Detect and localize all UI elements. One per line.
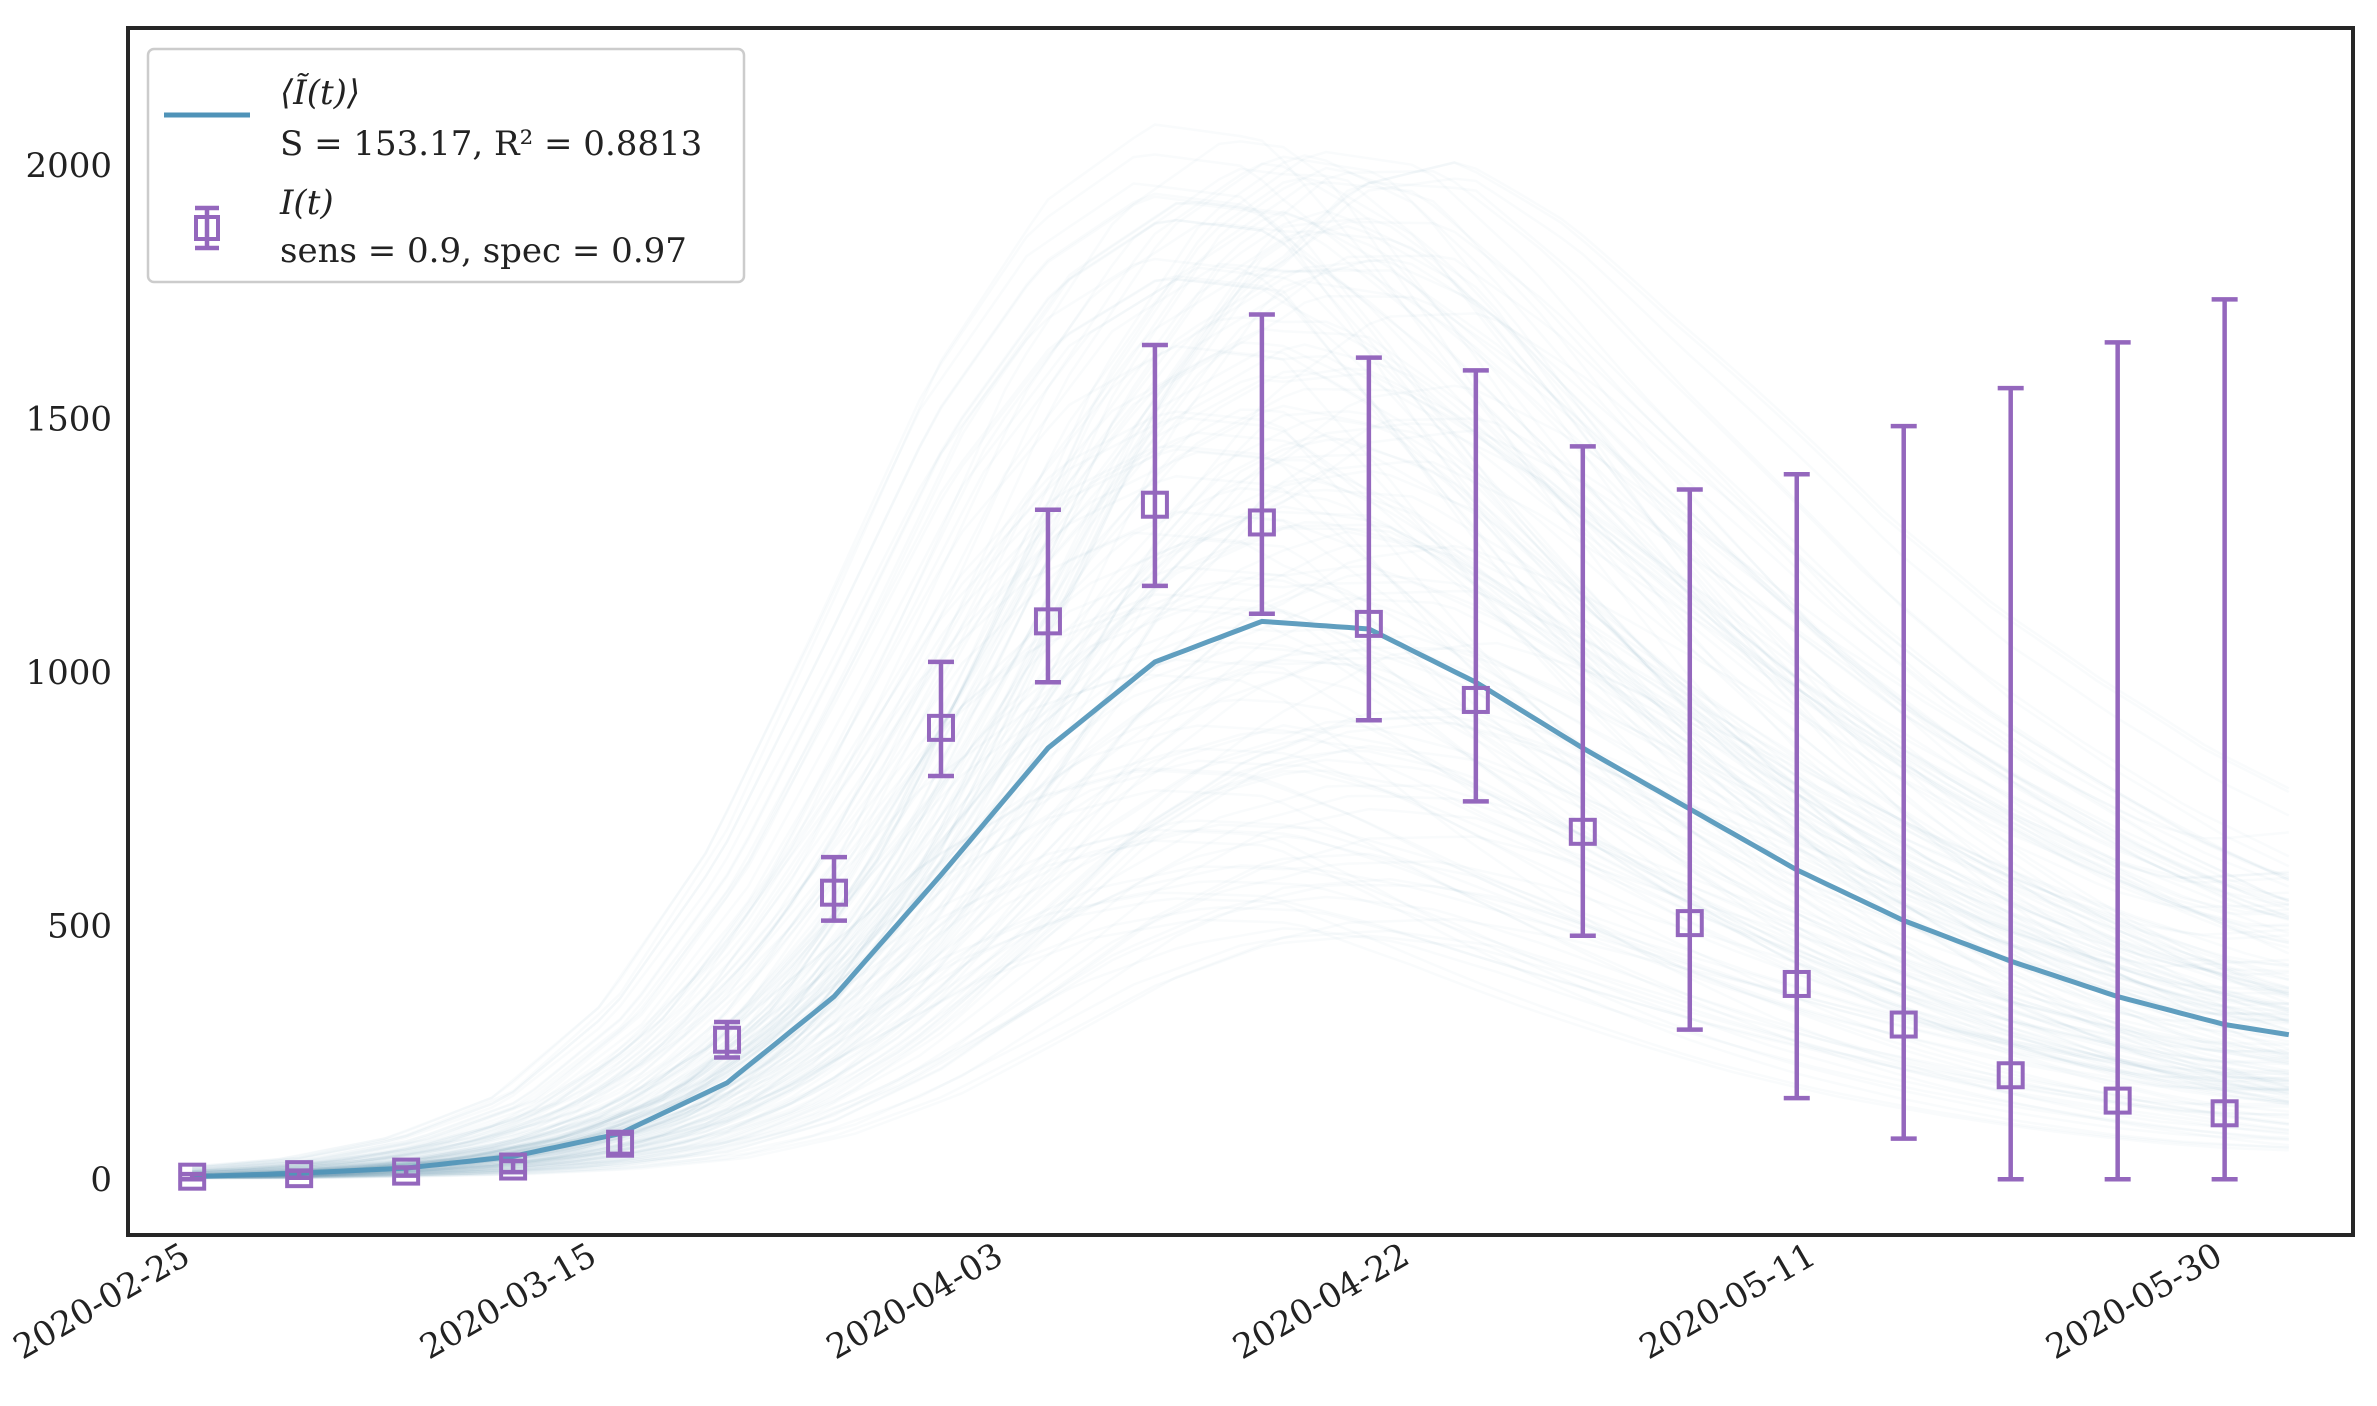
y-axis: 0 500 1000 1500 2000 (25, 146, 112, 1200)
errorbar-point (1675, 487, 1704, 1032)
errorbar-point (1247, 312, 1276, 616)
data-marker (713, 1025, 742, 1054)
data-marker (1140, 490, 1169, 519)
errorbar-point (392, 1157, 421, 1186)
data-marker (2103, 1086, 2132, 1115)
data-marker (1996, 1061, 2025, 1090)
errorbar-point (1033, 507, 1062, 685)
errorbar-point (2103, 340, 2132, 1182)
data-marker (1782, 969, 1811, 998)
errorbar-point (926, 659, 955, 779)
y-tick-label: 1500 (25, 400, 112, 440)
errorbar-point (1996, 385, 2025, 1182)
errorbar-point (820, 854, 849, 923)
errorbar-point (499, 1152, 528, 1181)
data-marker (2210, 1099, 2239, 1128)
plot-frame (126, 26, 2355, 1237)
errorbar-layer (178, 297, 2239, 1191)
data-marker (926, 713, 955, 742)
data-marker (1461, 685, 1490, 714)
y-tick-label: 1000 (25, 653, 112, 693)
data-marker (499, 1152, 528, 1181)
data-marker (606, 1129, 635, 1158)
errorbar-point (1889, 423, 1918, 1141)
data-marker (285, 1160, 314, 1189)
y-tick-label: 2000 (25, 146, 112, 186)
legend: ⟨Ĩ(t)⟩ S = 153.17, R² = 0.8813 I(t) sens… (146, 47, 746, 284)
errorbar-point (178, 1162, 207, 1191)
legend-errorbar-handle (194, 205, 220, 251)
y-tick-label: 0 (90, 1160, 112, 1200)
mean-curve (192, 618, 2290, 1180)
errorbar-point (713, 1019, 742, 1060)
legend-series-1-label: ⟨Ĩ(t)⟩ (280, 73, 360, 113)
data-marker (820, 878, 849, 907)
errorbar-point (2210, 297, 2239, 1182)
y-tick-label: 500 (47, 907, 112, 947)
data-marker (1889, 1010, 1918, 1039)
errorbar-point (1140, 342, 1169, 589)
errorbar-point (285, 1160, 314, 1189)
legend-series-1-subtitle: S = 153.17, R² = 0.8813 (280, 124, 702, 164)
data-marker (1675, 909, 1704, 938)
data-marker (1568, 817, 1597, 846)
data-marker (1354, 609, 1383, 638)
errorbar-point (1568, 444, 1597, 939)
series-layer (192, 618, 2290, 1180)
data-marker (1033, 607, 1062, 636)
errorbar-point (1461, 368, 1490, 804)
legend-series-2-label: I(t) (279, 183, 334, 223)
errorbar-point (1354, 355, 1383, 723)
legend-box (146, 47, 746, 284)
data-marker (392, 1157, 421, 1186)
errorbar-point (606, 1129, 635, 1158)
data-marker (1247, 508, 1276, 537)
legend-series-2-subtitle: sens = 0.9, spec = 0.97 (280, 231, 687, 271)
data-marker (178, 1162, 207, 1191)
errorbar-point (1782, 472, 1811, 1101)
